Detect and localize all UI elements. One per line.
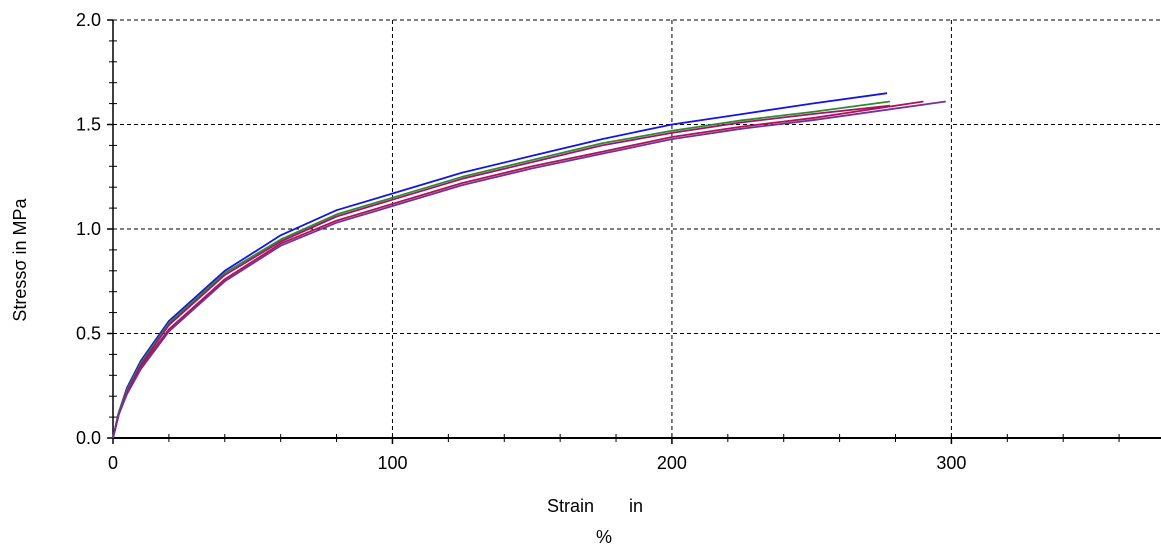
tick-labels: 0.0 0.5 1.0 1.5 2.0 0 100 200 300 [76,10,966,473]
x-tick-label: 200 [657,453,687,473]
grid-lines [113,19,1161,438]
x-axis-unit: % [596,527,612,547]
series-line [112,100,924,439]
x-axis-label: Strain in [547,496,643,516]
x-tick-label: 300 [936,453,966,473]
y-tick-label: 2.0 [76,10,101,30]
y-tick-label: 0.5 [76,324,101,344]
y-tick-label: 1.5 [76,115,101,135]
data-series [112,92,946,439]
y-axis-label: Stressσ in MPa [10,197,30,321]
series-line [112,100,946,439]
y-tick-label: 0.0 [76,428,101,448]
y-tick-label: 1.0 [76,219,101,239]
series-line [112,92,888,439]
series-line [112,104,890,439]
x-tick-label: 100 [377,453,407,473]
series-line [112,100,891,439]
x-tick-label: 0 [108,453,118,473]
axes [107,19,1161,444]
